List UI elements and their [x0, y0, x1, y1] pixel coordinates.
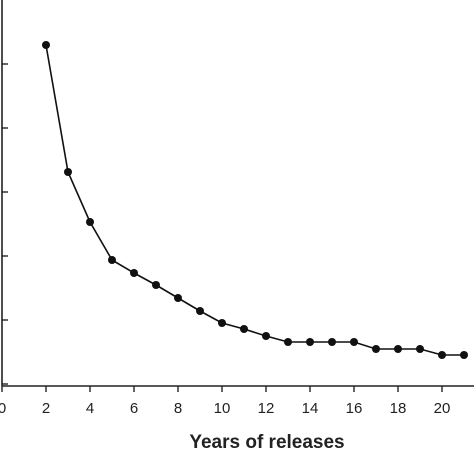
x-tick-label: 20 [434, 400, 451, 417]
data-point [108, 256, 116, 264]
x-axis-ticks: 0 2 4 6 8 10 12 14 16 18 20 [0, 386, 450, 417]
x-tick-label: 8 [174, 400, 182, 417]
data-point [394, 345, 402, 353]
x-tick-label: 14 [302, 400, 319, 417]
x-tick-label: 2 [42, 400, 50, 417]
y-axis-ticks [2, 63, 8, 385]
x-tick-label: 6 [130, 400, 138, 417]
data-point [416, 345, 424, 353]
data-point [86, 218, 94, 226]
data-points [42, 41, 468, 359]
x-axis-title: Years of releases [189, 432, 344, 453]
data-point [262, 332, 270, 340]
x-tick-label: 10 [214, 400, 231, 417]
data-point [174, 294, 182, 302]
data-point [350, 338, 358, 346]
x-tick-label: 0 [0, 400, 6, 417]
data-point [306, 338, 314, 346]
data-point [284, 338, 292, 346]
series-line-group [45, 44, 464, 356]
data-point [130, 269, 138, 277]
data-point [218, 319, 226, 327]
data-point [460, 351, 468, 359]
data-point [152, 281, 160, 289]
x-tick-label: 12 [258, 400, 275, 417]
x-tick-label: 18 [390, 400, 407, 417]
data-point [372, 345, 380, 353]
data-point [240, 325, 248, 333]
data-point [64, 168, 72, 176]
x-tick-label: 16 [346, 400, 363, 417]
series-line [45, 44, 464, 356]
data-point [42, 41, 50, 49]
x-tick-label: 4 [86, 400, 94, 417]
data-point [438, 351, 446, 359]
data-point [196, 307, 204, 315]
data-point [328, 338, 336, 346]
